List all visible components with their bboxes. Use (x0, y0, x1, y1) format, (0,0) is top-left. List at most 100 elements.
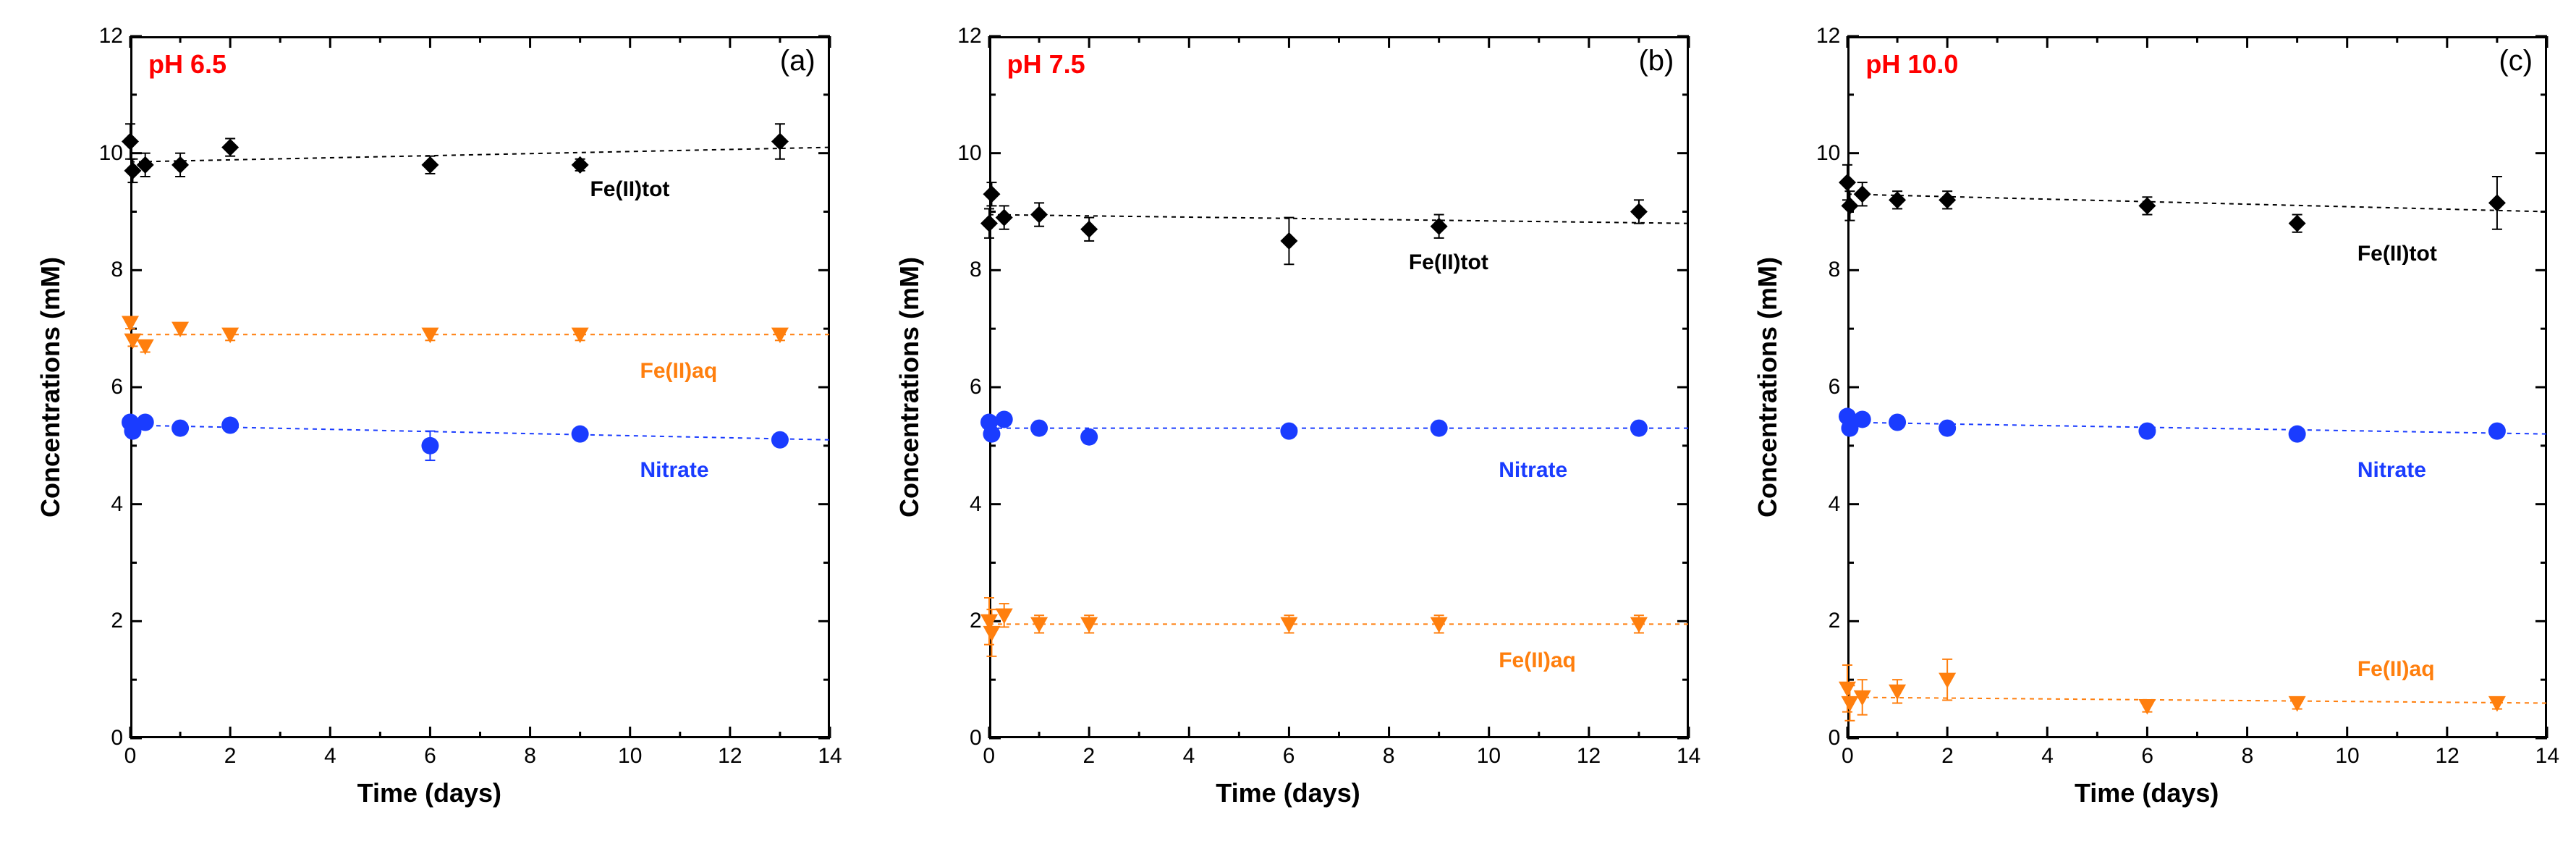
y-tick-label: 2 (1829, 609, 1848, 633)
marker-nitrate (983, 426, 1000, 443)
x-tick-label: 12 (2436, 744, 2460, 769)
y-tick-label: 4 (970, 492, 989, 517)
plot-svg (1847, 36, 2547, 738)
marker-nitrate (1889, 414, 1906, 431)
series-label-fe_aq: Fe(II)aq (640, 359, 718, 384)
marker-fe_tot (171, 156, 189, 174)
y-tick-label: 6 (111, 375, 130, 399)
marker-nitrate (1030, 420, 1048, 437)
marker-fe_tot (1889, 191, 1906, 208)
marker-nitrate (2289, 426, 2306, 443)
series-label-nitrate: Nitrate (1499, 458, 1567, 483)
y-tick-label: 10 (957, 141, 988, 166)
marker-nitrate (1854, 410, 1871, 428)
x-axis-label: Time (days) (1216, 778, 1360, 808)
series-label-nitrate: Nitrate (2357, 458, 2426, 483)
series-label-fe_tot: Fe(II)tot (1409, 250, 1488, 275)
marker-fe_aq (421, 328, 438, 344)
marker-nitrate (572, 426, 589, 443)
series-label-fe_tot: Fe(II)tot (2357, 242, 2437, 266)
marker-nitrate (771, 431, 789, 449)
marker-fe_aq (2289, 696, 2306, 712)
y-tick-label: 2 (970, 609, 989, 633)
marker-nitrate (137, 414, 154, 431)
y-tick-label: 0 (1829, 726, 1848, 751)
marker-nitrate (2488, 423, 2506, 440)
x-tick-label: 4 (1183, 744, 1195, 769)
y-tick-label: 10 (99, 141, 130, 166)
marker-fe_aq (1430, 617, 1447, 633)
x-tick-label: 4 (2041, 744, 2054, 769)
y-tick-label: 8 (111, 258, 130, 282)
x-tick-label: 8 (2242, 744, 2254, 769)
marker-fe_tot (1854, 185, 1871, 203)
x-tick-label: 2 (1941, 744, 1954, 769)
x-tick-label: 2 (224, 744, 237, 769)
y-tick-label: 8 (1829, 258, 1848, 282)
x-tick-label: 14 (818, 744, 842, 769)
x-tick-label: 8 (524, 744, 536, 769)
marker-fe_aq (1842, 696, 1859, 712)
marker-fe_tot (1839, 174, 1856, 191)
marker-fe_tot (995, 209, 1012, 227)
marker-fe_tot (1080, 221, 1098, 238)
x-tick-label: 2 (1082, 744, 1095, 769)
marker-nitrate (2139, 423, 2156, 440)
y-axis-label: Concentrations (mM) (35, 257, 66, 517)
series-label-fe_aq: Fe(II)aq (2357, 657, 2435, 682)
y-tick-label: 0 (970, 726, 989, 751)
trend-line-fe_tot (989, 215, 1689, 224)
x-tick-label: 12 (718, 744, 742, 769)
marker-nitrate (421, 437, 438, 455)
marker-nitrate (1630, 420, 1648, 437)
x-tick-label: 10 (618, 744, 642, 769)
marker-fe_tot (1280, 232, 1297, 250)
panel-letter: (a) (780, 45, 815, 77)
plot-svg (989, 36, 1689, 738)
x-tick-label: 10 (1477, 744, 1501, 769)
marker-nitrate (995, 410, 1012, 428)
y-tick-label: 2 (111, 609, 130, 633)
panel-letter: (c) (2499, 45, 2533, 77)
marker-fe_tot (2488, 194, 2506, 211)
plot-svg (130, 36, 830, 738)
x-axis-label: Time (days) (357, 778, 501, 808)
marker-fe_tot (980, 215, 998, 232)
figure-panels: 0 2 4 6 8 10 12 14 0 2 4 6 8 10 12 Time (days) Concentra… (14, 14, 2562, 840)
marker-fe_tot (2289, 215, 2306, 232)
marker-fe_tot (983, 185, 1000, 203)
marker-fe_aq (2139, 699, 2156, 715)
marker-nitrate (221, 417, 239, 434)
y-tick-label: 12 (1816, 24, 1847, 48)
panel-letter: (b) (1638, 45, 1674, 77)
y-tick-label: 12 (957, 24, 988, 48)
marker-fe_tot (421, 156, 438, 174)
marker-fe_tot (221, 139, 239, 156)
series-label-fe_tot: Fe(II)tot (590, 177, 669, 202)
y-tick-label: 6 (970, 375, 989, 399)
x-tick-label: 14 (1677, 744, 1700, 769)
x-tick-label: 6 (1283, 744, 1295, 769)
panel-c: 02468101214024681012Time (days)Concentra… (1732, 14, 2562, 840)
x-tick-label: 8 (1383, 744, 1395, 769)
series-label-nitrate: Nitrate (640, 458, 709, 483)
panel-a: 02468101214024681012Time (days)Concentra… (14, 14, 844, 840)
marker-fe_aq (1030, 617, 1048, 633)
marker-fe_tot (1939, 191, 1956, 208)
marker-nitrate (171, 420, 189, 437)
marker-nitrate (1280, 423, 1297, 440)
marker-fe_tot (1630, 203, 1648, 221)
marker-fe_aq (137, 339, 154, 355)
marker-nitrate (1939, 420, 1956, 437)
y-axis-label: Concentrations (mM) (1753, 257, 1783, 517)
ph-label: pH 7.5 (1007, 49, 1085, 80)
ph-label: pH 10.0 (1865, 49, 1958, 80)
x-axis-label: Time (days) (2075, 778, 2219, 808)
marker-nitrate (1080, 428, 1098, 446)
x-tick-label: 4 (324, 744, 336, 769)
marker-fe_aq (2488, 696, 2506, 712)
marker-fe_tot (771, 133, 789, 151)
x-tick-label: 12 (1577, 744, 1601, 769)
x-tick-label: 14 (2535, 744, 2559, 769)
y-tick-label: 8 (970, 258, 989, 282)
